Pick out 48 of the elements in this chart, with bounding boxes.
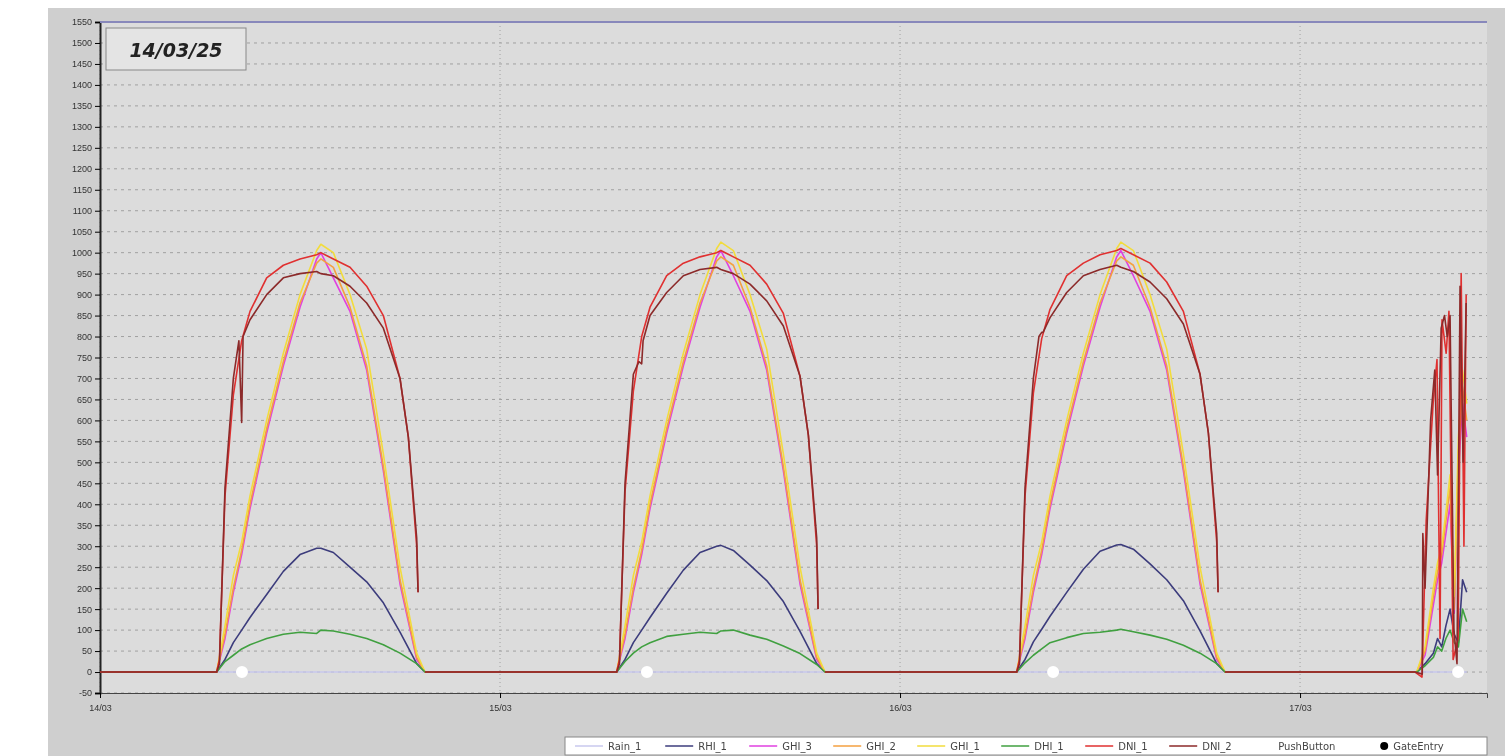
- y-tick-label: 1200: [71, 164, 92, 175]
- x-tick-label: 17/03: [1289, 702, 1312, 713]
- y-tick-label: 500: [76, 457, 92, 468]
- legend-label: GHI_2: [866, 741, 896, 753]
- legend-label: RHI_1: [698, 741, 727, 753]
- y-tick-label: 1050: [71, 227, 92, 238]
- y-tick-label: 1300: [71, 122, 92, 133]
- y-tick-label: 700: [76, 373, 92, 384]
- legend-label: DNI_1: [1118, 741, 1148, 753]
- y-tick-label: 950: [76, 269, 92, 280]
- legend-label: Rain_1: [608, 741, 642, 753]
- y-tick-label: 1500: [71, 38, 92, 49]
- legend-label: GateEntry: [1393, 741, 1444, 752]
- x-tick-label: 14/03: [89, 702, 112, 713]
- y-tick-label: 550: [76, 436, 92, 447]
- y-tick-label: 800: [76, 331, 92, 342]
- y-tick-label: 200: [76, 583, 92, 594]
- y-tick-label: 600: [76, 415, 92, 426]
- y-tick-label: 1150: [72, 185, 92, 196]
- text: 14/03/25: [129, 39, 223, 61]
- legend-label: DNI_2: [1202, 741, 1232, 753]
- y-tick-label: 450: [76, 478, 92, 489]
- y-tick-label: 1450: [71, 59, 92, 70]
- y-tick-label: 1100: [72, 206, 92, 217]
- y-tick-label: 250: [76, 562, 92, 573]
- y-tick-label: -50: [78, 688, 92, 699]
- y-tick-label: 1400: [71, 80, 92, 91]
- legend-label: GHI_1: [950, 741, 980, 753]
- text: PushButton: [1278, 741, 1336, 752]
- y-tick-label: 300: [76, 541, 92, 552]
- legend-label: DHI_1: [1034, 741, 1064, 753]
- x-tick-label: 16/03: [889, 702, 912, 713]
- y-tick-label: 0: [86, 667, 92, 678]
- y-tick-label: 850: [76, 310, 92, 321]
- y-tick-label: 1250: [71, 143, 92, 154]
- y-tick-label: 650: [76, 394, 92, 405]
- y-tick-label: 750: [76, 352, 92, 363]
- y-tick-label: 1000: [71, 248, 92, 259]
- y-tick-label: 1550: [71, 17, 92, 28]
- x-tick-label: 15/03: [489, 702, 512, 713]
- y-tick-label: 350: [76, 520, 92, 531]
- y-tick-label: 150: [76, 604, 92, 615]
- y-tick-label: 100: [76, 625, 92, 636]
- y-tick-label: 50: [81, 646, 92, 657]
- legend-label: GHI_3: [782, 741, 812, 753]
- y-tick-label: 900: [76, 289, 92, 300]
- y-tick-label: 400: [76, 499, 92, 510]
- y-tick-label: 1350: [71, 101, 92, 112]
